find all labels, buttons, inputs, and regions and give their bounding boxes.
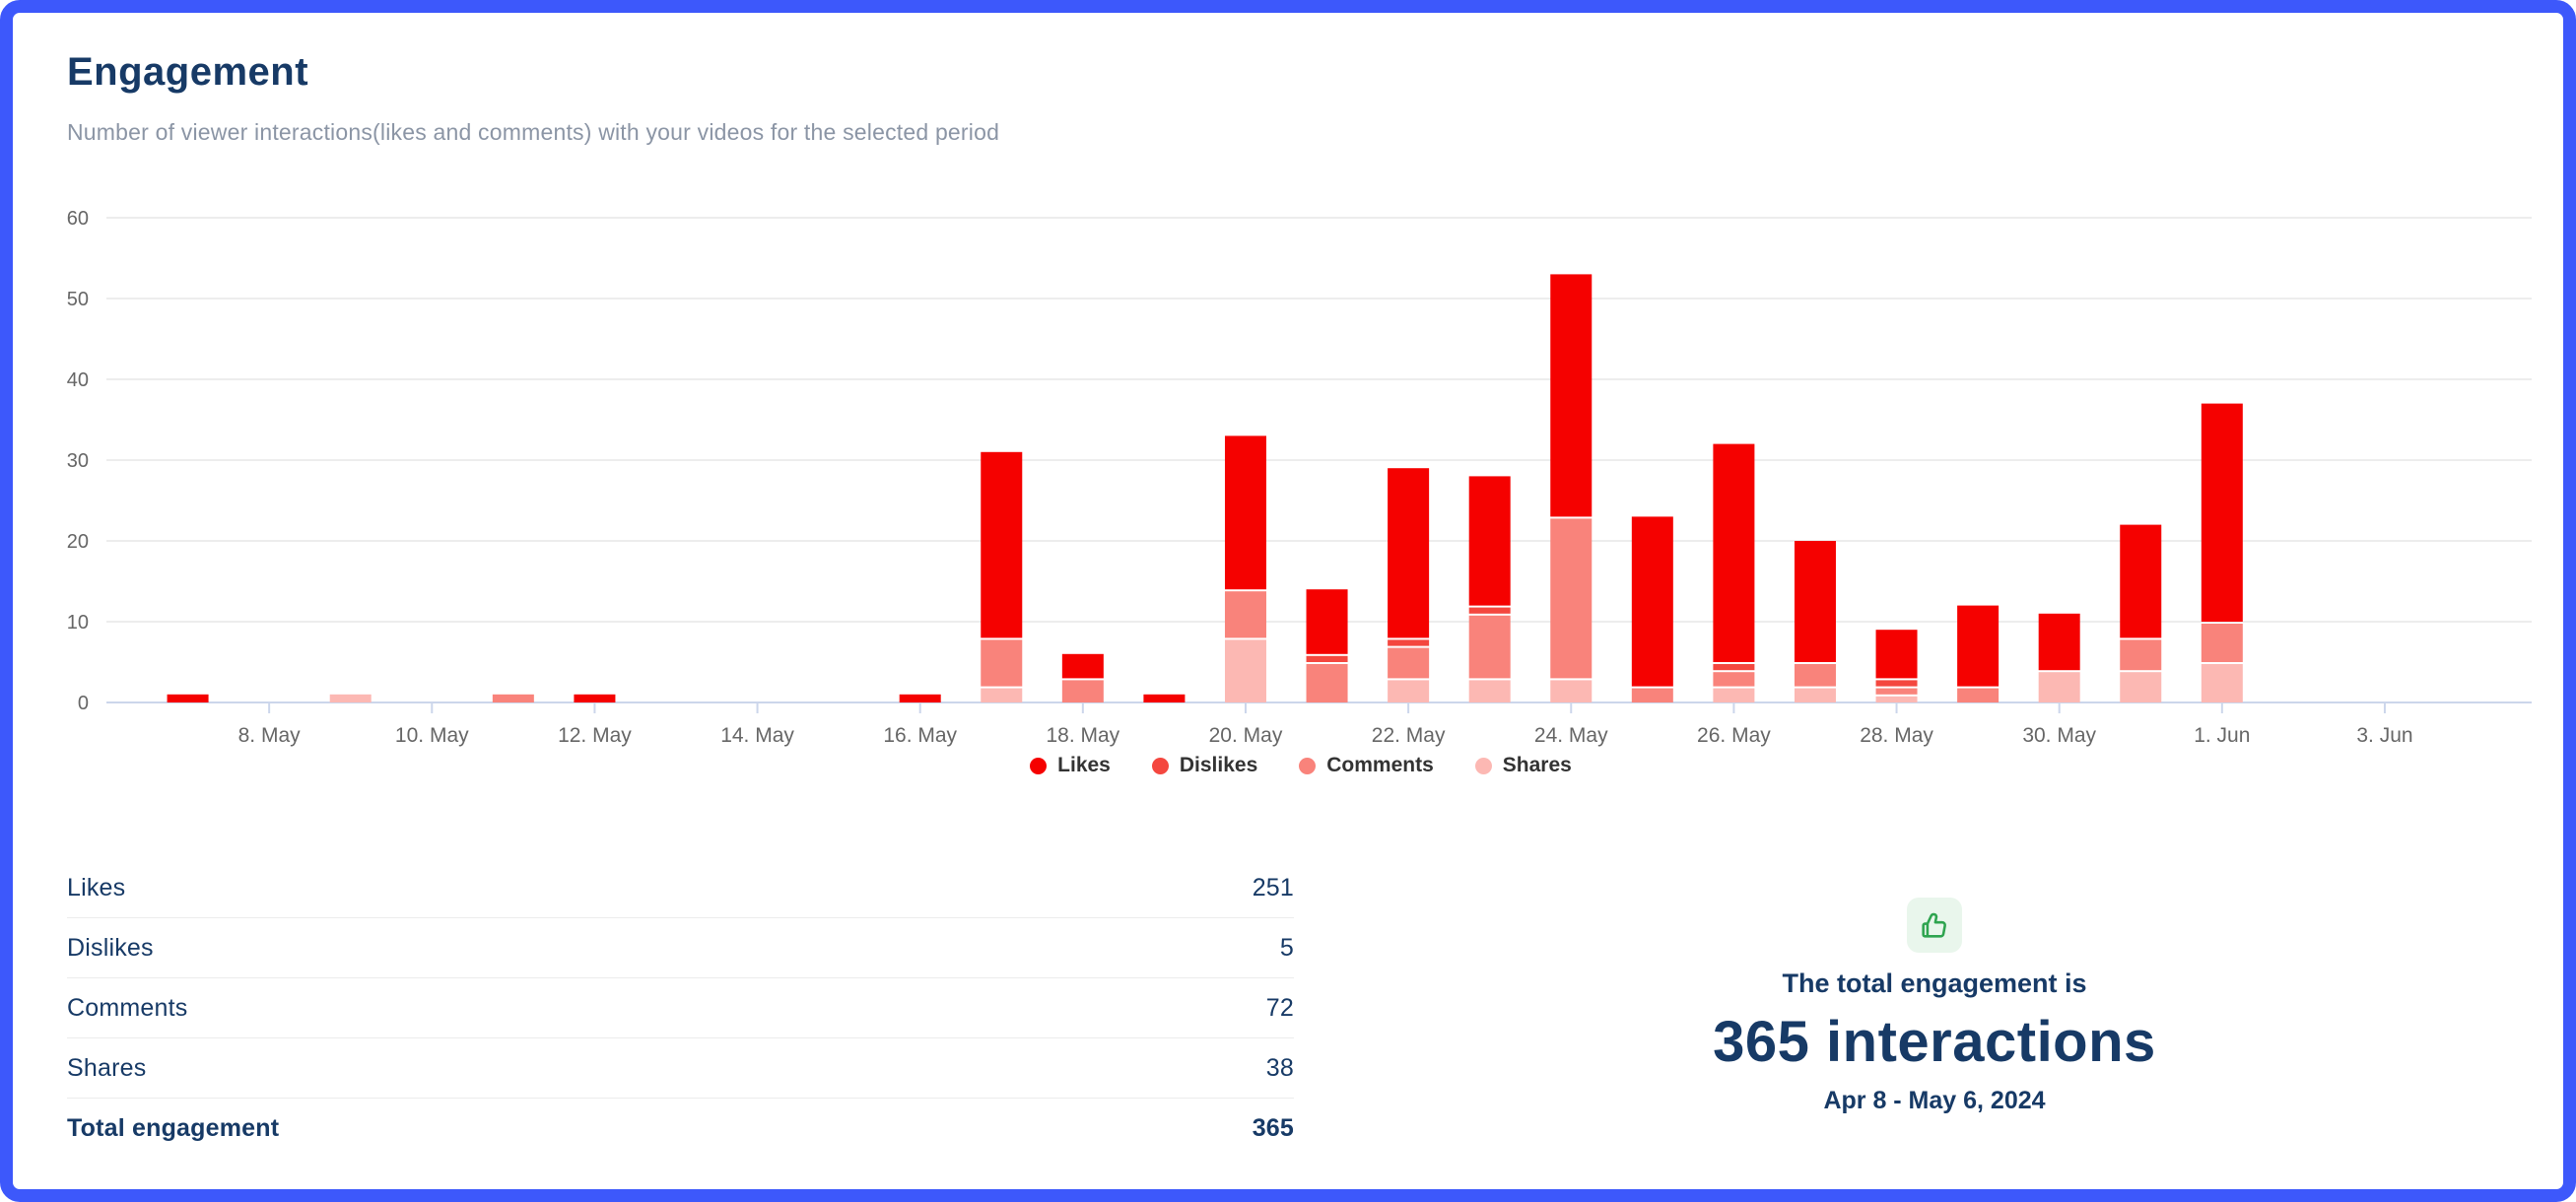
table-row-shares: Shares 38 xyxy=(67,1038,1294,1099)
legend-item-dislikes[interactable]: Dislikes xyxy=(1151,754,1258,777)
svg-text:20: 20 xyxy=(67,531,89,553)
row-value: 365 xyxy=(1252,1113,1294,1142)
row-label: Total engagement xyxy=(67,1113,280,1142)
legend-label: Dislikes xyxy=(1179,754,1258,776)
page-subtitle: Number of viewer interactions(likes and … xyxy=(67,119,1000,145)
svg-text:20. May: 20. May xyxy=(1209,724,1283,747)
row-label: Likes xyxy=(67,873,126,902)
table-row-likes: Likes 251 xyxy=(67,858,1294,918)
svg-text:10: 10 xyxy=(67,612,89,634)
dislikes-legend-dot-icon xyxy=(1151,757,1169,774)
svg-text:30. May: 30. May xyxy=(2022,724,2096,747)
row-value: 251 xyxy=(1252,873,1294,902)
svg-text:40: 40 xyxy=(67,369,89,391)
svg-text:16. May: 16. May xyxy=(883,724,957,747)
svg-text:60: 60 xyxy=(67,208,89,230)
svg-text:1. Jun: 1. Jun xyxy=(2194,724,2250,747)
row-value: 5 xyxy=(1279,933,1294,962)
row-value: 38 xyxy=(1265,1053,1294,1082)
table-row-dislikes: Dislikes 5 xyxy=(67,918,1294,978)
row-label: Dislikes xyxy=(67,933,154,962)
engagement-chart[interactable]: 0 10 20 30 40 50 60 8. May 10. May 12. May 14. May… xyxy=(13,13,2576,801)
shares-legend-dot-icon xyxy=(1474,757,1492,774)
legend-item-shares[interactable]: Shares xyxy=(1474,754,1572,777)
svg-text:28. May: 28. May xyxy=(1860,724,1933,747)
svg-text:22. May: 22. May xyxy=(1372,724,1446,747)
svg-text:10. May: 10. May xyxy=(395,724,469,747)
legend-label: Shares xyxy=(1502,754,1572,776)
row-value: 72 xyxy=(1265,993,1294,1022)
svg-text:12. May: 12. May xyxy=(558,724,632,747)
svg-text:8. May: 8. May xyxy=(238,724,302,747)
legend-label: Comments xyxy=(1326,754,1434,776)
svg-text:14. May: 14. May xyxy=(720,724,794,747)
table-row-comments: Comments 72 xyxy=(67,978,1294,1038)
legend-label: Likes xyxy=(1057,754,1111,776)
likes-legend-dot-icon xyxy=(1030,757,1048,774)
table-row-total-engagement: Total engagement 365 xyxy=(67,1099,1294,1158)
total-engagement-period: Apr 8 - May 6, 2024 xyxy=(1823,1087,2046,1114)
svg-text:24. May: 24. May xyxy=(1534,724,1608,747)
svg-text:3. Jun: 3. Jun xyxy=(2356,724,2412,747)
svg-text:0: 0 xyxy=(78,693,89,714)
page-title: Engagement xyxy=(67,50,309,94)
svg-text:26. May: 26. May xyxy=(1697,724,1771,747)
total-engagement-headline: 365 interactions xyxy=(1713,1010,2156,1074)
engagement-chart-area: 0 10 20 30 40 50 60 8. May 10. May 12. May 14. May… xyxy=(13,13,2576,801)
total-engagement-panel: The total engagement is 365 interactions… xyxy=(1629,898,2240,1115)
row-label: Shares xyxy=(67,1053,147,1082)
row-label: Comments xyxy=(67,993,188,1022)
summary-table: Likes 251 Dislikes 5 Comments 72 Shares … xyxy=(67,858,1294,1158)
thumbs-up-icon xyxy=(1907,898,1962,953)
svg-text:30: 30 xyxy=(67,450,89,472)
comments-legend-dot-icon xyxy=(1299,757,1317,774)
svg-text:50: 50 xyxy=(67,289,89,310)
chart-legend: Likes Dislikes Comments Shares xyxy=(13,754,2563,777)
svg-text:18. May: 18. May xyxy=(1046,724,1119,747)
legend-item-likes[interactable]: Likes xyxy=(1030,754,1111,777)
legend-item-comments[interactable]: Comments xyxy=(1299,754,1434,777)
total-engagement-caption: The total engagement is xyxy=(1782,968,2087,998)
